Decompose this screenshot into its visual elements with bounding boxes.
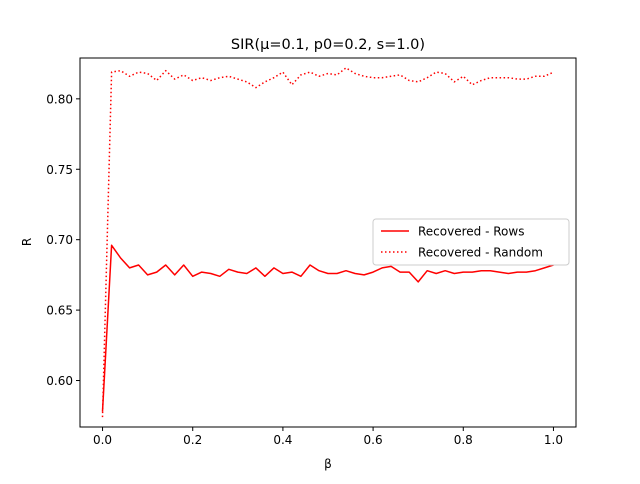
axes-frame [79,57,577,428]
y-tick-label: 0.75 [46,163,73,177]
series-line-rows [101,244,554,412]
x-axis-label: β [324,457,332,471]
y-tick-label: 0.65 [46,304,73,318]
y-axis-ticks: 0.60 0.65 0.70 0.75 0.80 [46,92,80,388]
x-tick-label: 0.0 [93,433,112,447]
x-tick-label: 1.0 [544,433,563,447]
plot-area [101,67,554,418]
series-line-random [101,67,554,418]
y-tick-label: 0.70 [46,233,73,247]
chart-title: SIR(μ=0.1, p0=0.2, s=1.0) [231,37,425,53]
x-tick-label: 0.4 [273,433,292,447]
x-tick-label: 0.8 [454,433,473,447]
x-tick-label: 0.2 [183,433,202,447]
x-tick-label: 0.6 [364,433,383,447]
legend-box [372,218,570,266]
x-axis-ticks: 0.0 0.2 0.4 0.6 0.8 1.0 [93,427,563,447]
legend-label-random: Recovered - Random [418,246,543,260]
y-axis-label: R [20,238,34,246]
legend-label-rows: Recovered - Rows [418,225,524,239]
y-tick-label: 0.60 [46,374,73,388]
y-tick-label: 0.80 [46,92,73,106]
legend: Recovered - Rows Recovered - Random [372,218,570,266]
